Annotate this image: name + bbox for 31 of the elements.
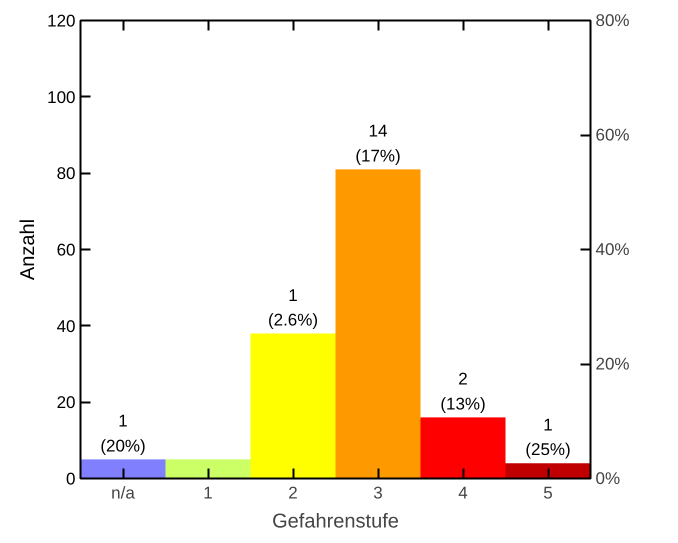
y2-tick-label: 40% xyxy=(596,240,630,259)
y-tick-label: 100 xyxy=(47,88,76,107)
y-tick-label: 40 xyxy=(56,316,76,336)
bar xyxy=(506,463,590,478)
x-tick-label: 1 xyxy=(203,484,213,502)
annotation: 1 (25%) xyxy=(525,416,571,460)
x-axis-title: Gefahrenstufe xyxy=(272,510,399,532)
annotation: 1 (2.6%) xyxy=(268,286,318,330)
bar xyxy=(250,333,336,478)
y2-tick-label: 20% xyxy=(596,354,630,374)
bar xyxy=(336,169,420,478)
x-tick-label: 3 xyxy=(373,484,383,502)
y2-tick-label: 80% xyxy=(596,11,630,30)
y2-tick-label: 60% xyxy=(596,126,630,144)
x-tick-label: 5 xyxy=(543,484,553,502)
annotation: 1 (20%) xyxy=(100,412,146,456)
y-tick-label: 60 xyxy=(56,240,76,260)
y-axis-title: Anzahl xyxy=(17,218,40,280)
y-tick-label: 80 xyxy=(56,164,76,184)
bar xyxy=(80,459,166,478)
bar xyxy=(166,459,250,478)
annotation: 2 (13%) xyxy=(440,370,486,414)
y-tick-label: 20 xyxy=(56,393,76,412)
y-tick-label: 0 xyxy=(66,470,76,488)
bar xyxy=(420,417,506,478)
y2-tick-label: 0% xyxy=(596,469,620,488)
y-tick-label: 120 xyxy=(47,12,76,30)
x-tick-label: 4 xyxy=(458,484,468,502)
x-tick-label: n/a xyxy=(111,484,136,502)
x-tick-label: 2 xyxy=(288,484,298,502)
annotation: 14 (17%) xyxy=(355,122,401,166)
